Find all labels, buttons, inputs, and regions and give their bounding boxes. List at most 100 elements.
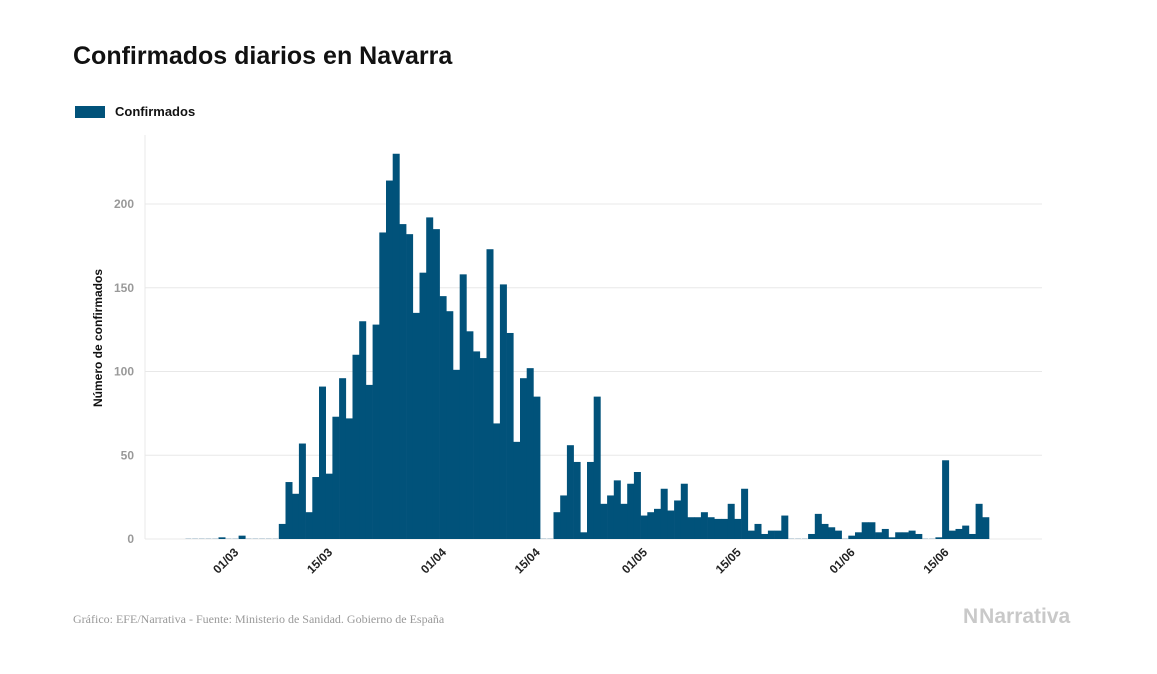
legend-label: Confirmados	[115, 104, 196, 119]
y-tick-label: 200	[114, 197, 134, 211]
bar	[593, 396, 601, 539]
bar	[345, 418, 353, 539]
bar	[875, 532, 883, 539]
x-tick-label: 15/04	[512, 545, 543, 576]
bar	[982, 517, 990, 539]
bar	[305, 512, 313, 539]
x-tick-label: 15/06	[920, 545, 951, 576]
narrativa-logo-text: Narrativa	[979, 605, 1071, 628]
bar	[325, 473, 333, 539]
bar	[419, 272, 427, 539]
bar	[278, 523, 286, 539]
bar	[392, 153, 400, 539]
bar	[700, 512, 708, 539]
bar	[747, 530, 755, 539]
bar	[680, 483, 688, 539]
bar	[573, 461, 581, 539]
bar	[553, 512, 561, 539]
bar	[499, 284, 507, 539]
bar	[339, 378, 347, 539]
bar	[707, 517, 715, 539]
legend-swatch	[75, 105, 105, 118]
bar	[386, 180, 393, 540]
bar-zero	[212, 538, 218, 539]
bar	[667, 510, 675, 539]
bar-zero	[929, 538, 935, 539]
source-note: Gráfico: EFE/Narrativa - Fuente: Ministe…	[73, 612, 445, 626]
y-tick-label: 0	[127, 532, 134, 546]
bar	[513, 441, 521, 539]
bar	[808, 533, 816, 539]
x-tick-label: 01/03	[210, 545, 241, 576]
bar-zero	[540, 538, 547, 539]
bar-zero	[842, 538, 848, 539]
bar	[687, 517, 695, 539]
bar	[654, 508, 661, 539]
bar	[352, 354, 360, 539]
bar	[781, 515, 789, 539]
bar	[486, 249, 494, 539]
bar	[473, 351, 481, 539]
bar	[298, 443, 306, 539]
bar-zero	[245, 538, 252, 539]
bar	[915, 533, 923, 539]
x-tick-label: 01/06	[827, 545, 858, 576]
bar	[379, 232, 387, 539]
bar	[238, 535, 246, 539]
bar	[861, 522, 869, 539]
bar	[446, 311, 454, 539]
bar	[694, 517, 702, 539]
bar	[888, 537, 896, 539]
bar	[727, 503, 735, 539]
bar-zero	[198, 538, 205, 539]
bar	[426, 217, 434, 539]
bar	[520, 378, 527, 539]
bar	[399, 224, 407, 539]
bar-zero	[788, 538, 795, 539]
narrativa-logo-mark: N	[963, 605, 979, 628]
bar	[466, 331, 474, 539]
y-tick-label: 150	[114, 281, 134, 295]
bar-zero	[252, 538, 259, 539]
bar	[580, 532, 588, 539]
bar-zero	[192, 538, 198, 539]
bar	[814, 513, 822, 539]
bar	[828, 527, 836, 539]
bar	[895, 532, 903, 539]
bar	[493, 423, 501, 539]
bar	[600, 503, 608, 539]
x-tick-label: 15/05	[713, 545, 744, 576]
bar	[406, 234, 414, 539]
bar	[613, 480, 621, 539]
bar-zero	[801, 538, 808, 539]
bar	[332, 416, 340, 539]
bar	[479, 358, 487, 539]
bar	[285, 482, 293, 539]
bar	[774, 530, 782, 539]
bar	[754, 523, 762, 539]
bar-zero	[547, 538, 553, 539]
bar-zero	[922, 538, 929, 539]
bar	[459, 274, 467, 539]
bar	[359, 321, 367, 539]
bar	[868, 522, 876, 539]
bar	[761, 533, 769, 539]
bar	[412, 312, 420, 539]
chart-title: Confirmados diarios en Navarra	[73, 42, 453, 70]
bar	[935, 537, 943, 539]
bar	[848, 535, 856, 539]
bar-zero	[185, 538, 192, 539]
bar	[439, 296, 447, 539]
bar	[741, 488, 749, 539]
bar	[721, 518, 728, 539]
bar-zero	[225, 538, 232, 539]
x-tick-label: 15/03	[304, 545, 335, 576]
bar	[432, 229, 440, 539]
bar	[372, 324, 380, 539]
bar	[526, 368, 534, 539]
bar	[319, 386, 326, 539]
bar	[506, 332, 514, 539]
bar	[908, 530, 916, 539]
bar-zero	[205, 538, 212, 539]
bar	[620, 503, 628, 539]
